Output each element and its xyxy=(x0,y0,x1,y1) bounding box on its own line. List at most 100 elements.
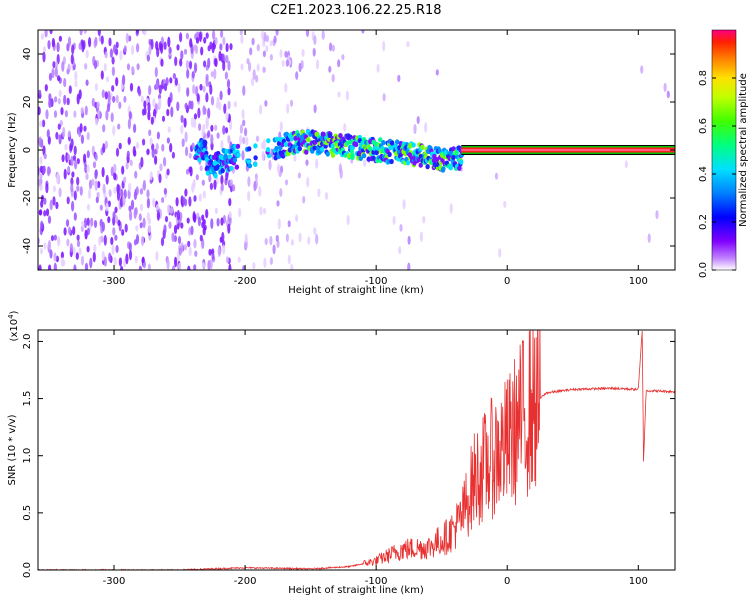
spectrogram-speckle xyxy=(86,217,90,226)
spectrogram-speckle xyxy=(666,90,670,99)
spectrogram-speckle xyxy=(43,242,47,250)
spectrogram-speckle xyxy=(214,207,218,215)
spectrogram-speckle xyxy=(315,59,320,70)
spectrogram-speckle xyxy=(213,68,217,80)
spectrogram-speckle xyxy=(197,107,201,119)
spectrogram-speckle xyxy=(61,154,65,163)
spectrogram-speckle xyxy=(42,51,46,63)
spectrogram-signal xyxy=(448,165,453,171)
x-tick-label: -100 xyxy=(365,576,388,587)
spectrogram-speckle xyxy=(203,107,207,115)
spectrogram-speckle xyxy=(286,103,290,114)
spectrogram-speckle xyxy=(143,107,147,116)
spectrogram-speckle xyxy=(66,196,70,205)
spectrogram-speckle xyxy=(313,227,317,236)
spectrogram-speckle xyxy=(225,54,229,64)
spectrogram-speckle xyxy=(123,45,127,53)
spectrogram-speckle xyxy=(43,197,47,205)
spectrogram-speckle xyxy=(86,245,90,253)
spectrogram-speckle xyxy=(242,265,246,270)
spectrogram-speckle xyxy=(49,199,53,211)
spectrogram-signal xyxy=(434,157,440,163)
spectrogram-speckle xyxy=(392,215,396,225)
spectrogram-speckle xyxy=(174,77,178,86)
spectrogram-speckle xyxy=(167,126,171,133)
spectrogram-speckle xyxy=(111,66,115,77)
colorbar-label: Normalized spectral amplitude xyxy=(738,73,749,227)
spectrogram-speckle xyxy=(84,262,89,270)
spectrogram-speckle xyxy=(227,100,231,110)
spectrogram-speckle xyxy=(67,226,72,235)
spectrogram-speckle xyxy=(51,67,55,79)
spectrogram-speckle xyxy=(64,143,68,151)
spectrogram-speckle xyxy=(98,235,102,246)
spectrogram-speckle xyxy=(142,179,146,191)
spectrogram-speckle xyxy=(179,58,183,67)
spectrogram-speckle xyxy=(227,223,231,234)
spectrogram-speckle xyxy=(171,265,176,270)
spectrogram-speckle xyxy=(143,30,147,36)
spectrogram-speckle xyxy=(155,143,159,151)
spectrogram-speckle xyxy=(449,203,453,214)
spectrogram-speckle xyxy=(140,95,144,103)
spectrogram-speckle xyxy=(139,203,144,212)
spectrogram-speckle xyxy=(121,165,125,175)
spectrogram-speckle xyxy=(269,40,273,47)
spectrogram-speckle xyxy=(180,114,184,124)
spectrogram-y-ticks: -40 -20 0 20 40 xyxy=(22,48,675,254)
spectrogram-speckle xyxy=(48,93,52,102)
spectrogram-speckle xyxy=(167,36,171,48)
spectrogram-speckle xyxy=(116,190,121,201)
spectrogram-speckle xyxy=(285,59,289,67)
spectrogram-speckle xyxy=(226,78,231,89)
spectrogram-speckle xyxy=(216,96,220,105)
spectrogram-speckle xyxy=(66,68,70,75)
spectrogram-speckle xyxy=(42,145,46,156)
spectrogram-speckle xyxy=(307,236,311,245)
spectrogram-speckle xyxy=(279,121,283,132)
spectrogram-speckle xyxy=(315,233,319,245)
spectrogram-speckle xyxy=(210,134,214,145)
spectrogram-speckle xyxy=(126,63,131,71)
spectrogram-speckle xyxy=(185,168,190,175)
spectrogram-signal xyxy=(306,137,311,143)
spectrogram-speckle xyxy=(154,155,158,165)
spectrogram-speckle xyxy=(124,223,128,233)
spectrogram-speckle xyxy=(313,104,317,114)
spectrogram-speckle xyxy=(108,37,112,47)
spectrogram-speckle xyxy=(329,42,333,52)
spectrogram-speckle xyxy=(199,234,203,242)
spectrogram-speckle xyxy=(248,61,252,72)
spectrogram-speckle xyxy=(103,63,107,72)
spectrogram-speckle xyxy=(119,196,124,208)
spectrogram-speckle xyxy=(178,247,182,256)
spectrogram-speckle xyxy=(242,85,246,96)
spectrogram-speckle xyxy=(201,262,206,269)
spectrogram-signal xyxy=(283,141,289,148)
spectrogram-speckle xyxy=(222,60,226,72)
spectrogram-speckle xyxy=(160,237,165,247)
spectrogram-speckle xyxy=(80,134,84,145)
spectrogram-speckle xyxy=(222,125,226,135)
spectrogram-speckle xyxy=(169,142,173,153)
spectrogram-speckle xyxy=(48,72,53,81)
spectrogram-speckle xyxy=(147,217,151,225)
spectrogram-speckle xyxy=(269,53,273,61)
y-tick-label: 2.0 xyxy=(22,333,33,349)
spectrogram-speckle xyxy=(205,76,209,87)
spectrogram-speckle xyxy=(76,158,80,165)
spectrogram-speckle xyxy=(216,217,220,227)
spectrogram-speckle xyxy=(138,88,142,97)
spectrogram-speckle xyxy=(193,195,197,202)
spectrogram-speckle xyxy=(177,236,182,245)
spectrogram-speckle xyxy=(255,135,260,142)
spectrogram-speckle xyxy=(406,41,410,48)
spectrogram-speckle xyxy=(161,196,165,204)
spectrogram-speckle xyxy=(112,227,116,236)
snr-panel: -300 -200 -100 0 100 0.0 0.5 1.0 1.5 2.0 Height … xyxy=(7,310,676,596)
spectrogram-speckle xyxy=(195,174,199,181)
spectrogram-speckle xyxy=(110,112,114,123)
spectrogram-speckle xyxy=(498,248,502,258)
spectrogram-speckle xyxy=(254,173,258,181)
